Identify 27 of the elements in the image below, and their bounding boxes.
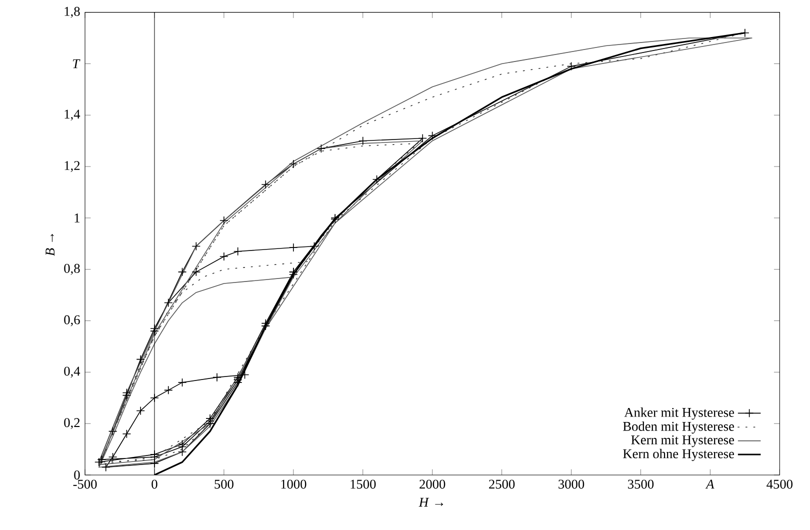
x-tick-label: A xyxy=(705,480,714,488)
y-tick-label: 1,8 xyxy=(64,6,80,18)
y-tick-label: 1,4 xyxy=(64,110,80,121)
x-axis-title: H → xyxy=(418,498,444,507)
y-tick-label: 0,6 xyxy=(64,315,80,326)
legend-label: Boden mit Hysterese xyxy=(623,421,734,434)
y-tick-label: 1,2 xyxy=(64,161,80,172)
y-tick-label: 0,2 xyxy=(64,418,80,430)
x-tick-label: 2000 xyxy=(420,480,446,489)
x-tick-label: 1000 xyxy=(281,480,306,489)
x-tick-label: 3500 xyxy=(628,480,654,489)
x-tick-label: -500 xyxy=(73,480,97,489)
legend-label: Kern ohne Hysterese xyxy=(623,448,734,462)
legend-label: Anker mit Hysterese xyxy=(624,408,734,420)
x-tick-label: 500 xyxy=(214,480,234,489)
y-tick-label: 1 xyxy=(74,214,80,222)
x-tick-label: 1500 xyxy=(350,480,376,489)
x-tick-label: 3000 xyxy=(558,480,584,489)
legend-label: Kern mit Hysterese xyxy=(631,435,734,448)
y-axis-title: B → xyxy=(46,234,54,256)
x-tick-label: 0 xyxy=(152,480,158,489)
y-tick-label: 0,8 xyxy=(64,264,80,275)
x-tick-label: 2500 xyxy=(489,480,515,489)
y-tick-label: 0,4 xyxy=(64,366,80,378)
y-tick-label: T xyxy=(72,59,80,68)
y-tick-label: 0 xyxy=(74,470,80,480)
x-tick-label: 4500 xyxy=(766,480,792,489)
